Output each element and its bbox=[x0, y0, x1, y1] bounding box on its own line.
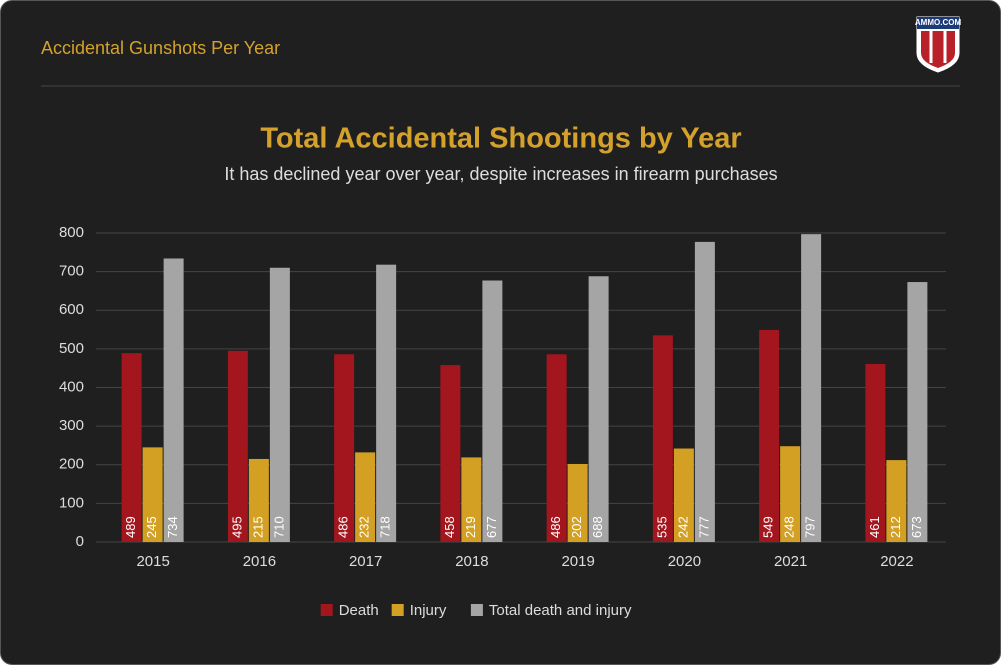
bar bbox=[801, 234, 822, 542]
x-tick-label: 2015 bbox=[136, 553, 169, 570]
bar bbox=[759, 329, 780, 542]
header-title: Accidental Gunshots Per Year bbox=[41, 38, 280, 58]
value-label: 242 bbox=[675, 516, 690, 538]
bar bbox=[355, 452, 376, 542]
bar bbox=[482, 280, 503, 542]
bar bbox=[248, 458, 269, 542]
value-label: 549 bbox=[761, 516, 776, 538]
legend-swatch bbox=[391, 604, 404, 616]
chart-subtitle: It has declined year over year, despite … bbox=[224, 164, 777, 184]
value-label: 245 bbox=[144, 516, 159, 538]
value-label: 495 bbox=[229, 516, 244, 538]
chart-title: Total Accidental Shootings by Year bbox=[260, 123, 741, 155]
value-label: 458 bbox=[442, 516, 457, 538]
value-label: 734 bbox=[165, 516, 180, 538]
x-tick-label: 2020 bbox=[668, 553, 701, 570]
bar bbox=[694, 241, 715, 543]
value-label: 202 bbox=[569, 516, 584, 538]
value-label: 489 bbox=[123, 516, 138, 538]
logo-text: AMMO.COM bbox=[915, 18, 962, 27]
value-label: 232 bbox=[357, 516, 372, 538]
bar bbox=[163, 258, 184, 542]
legend-swatch bbox=[470, 604, 483, 616]
y-tick-label: 200 bbox=[59, 456, 84, 473]
value-label: 718 bbox=[378, 516, 393, 538]
x-tick-label: 2018 bbox=[455, 553, 488, 570]
legend-swatch bbox=[320, 604, 333, 616]
legend-label: Death bbox=[339, 602, 379, 619]
value-label: 797 bbox=[803, 516, 818, 538]
bar bbox=[652, 335, 673, 542]
bar bbox=[227, 350, 248, 542]
logo: AMMO.COM bbox=[915, 16, 962, 73]
value-label: 248 bbox=[782, 516, 797, 538]
bar bbox=[440, 365, 461, 542]
value-label: 535 bbox=[654, 516, 669, 538]
bar bbox=[780, 446, 801, 542]
y-tick-label: 500 bbox=[59, 340, 84, 357]
bar bbox=[865, 363, 886, 542]
y-tick-label: 0 bbox=[76, 533, 84, 550]
bar bbox=[567, 463, 588, 542]
value-label: 677 bbox=[484, 516, 499, 538]
legend-label: Total death and injury bbox=[489, 602, 632, 619]
y-tick-label: 800 bbox=[59, 224, 84, 241]
value-label: 688 bbox=[590, 516, 605, 538]
y-tick-label: 100 bbox=[59, 494, 84, 511]
bar bbox=[907, 282, 928, 542]
bar bbox=[673, 448, 694, 542]
bar bbox=[121, 353, 142, 542]
y-tick-label: 600 bbox=[59, 301, 84, 318]
y-tick-label: 400 bbox=[59, 378, 84, 395]
x-tick-label: 2019 bbox=[561, 553, 594, 570]
bar bbox=[334, 354, 355, 542]
value-label: 710 bbox=[271, 516, 286, 538]
value-label: 777 bbox=[696, 516, 711, 538]
value-label: 486 bbox=[336, 516, 351, 538]
value-label: 219 bbox=[463, 516, 478, 538]
bar bbox=[269, 267, 290, 542]
y-tick-label: 300 bbox=[59, 417, 84, 434]
bar bbox=[376, 264, 397, 542]
value-label: 215 bbox=[250, 516, 265, 538]
legend-label: Injury bbox=[410, 602, 447, 619]
x-tick-label: 2016 bbox=[243, 553, 276, 570]
bar bbox=[588, 276, 609, 542]
bar bbox=[886, 460, 907, 542]
value-label: 212 bbox=[888, 516, 903, 538]
x-tick-label: 2021 bbox=[774, 553, 807, 570]
value-label: 486 bbox=[548, 516, 563, 538]
bar bbox=[142, 447, 163, 542]
value-label: 673 bbox=[909, 516, 924, 538]
bar bbox=[461, 457, 482, 542]
y-tick-label: 700 bbox=[59, 263, 84, 280]
x-tick-label: 2017 bbox=[349, 553, 382, 570]
bar bbox=[546, 354, 567, 542]
x-tick-label: 2022 bbox=[880, 553, 913, 570]
value-label: 461 bbox=[867, 516, 882, 538]
